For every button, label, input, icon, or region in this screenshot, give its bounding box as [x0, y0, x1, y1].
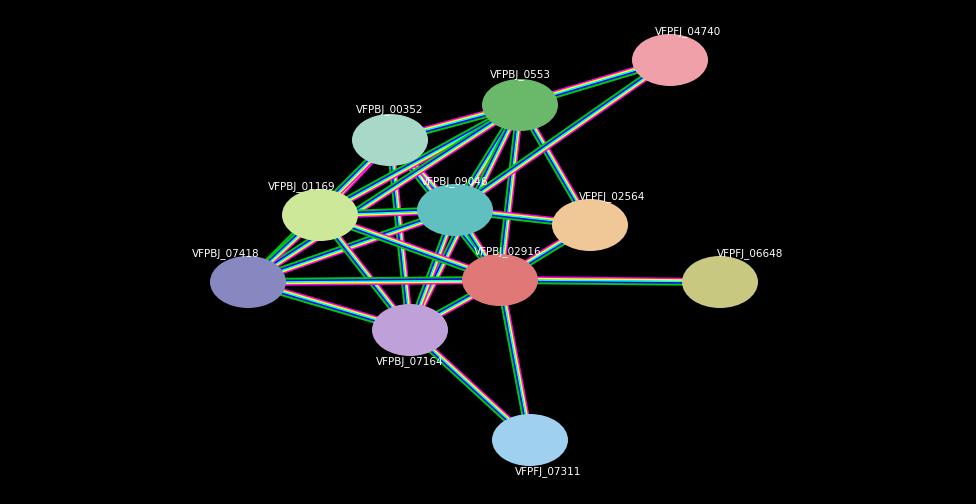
Ellipse shape — [632, 34, 708, 86]
Ellipse shape — [482, 79, 558, 131]
Text: VFPFJ_02564: VFPFJ_02564 — [579, 192, 645, 203]
Text: VFPBJ_02916: VFPBJ_02916 — [474, 246, 542, 258]
Text: VFPBJ_01169: VFPBJ_01169 — [268, 181, 336, 193]
Ellipse shape — [282, 189, 358, 241]
Ellipse shape — [210, 256, 286, 308]
Ellipse shape — [462, 254, 538, 306]
Text: VFPBJ_09046: VFPBJ_09046 — [422, 176, 489, 187]
Ellipse shape — [682, 256, 758, 308]
Text: VFPFJ_07311: VFPFJ_07311 — [514, 467, 581, 477]
Ellipse shape — [417, 184, 493, 236]
Ellipse shape — [492, 414, 568, 466]
Ellipse shape — [372, 304, 448, 356]
Ellipse shape — [352, 114, 428, 166]
Text: VFPBJ_07418: VFPBJ_07418 — [192, 248, 260, 260]
Ellipse shape — [552, 199, 628, 251]
Text: VFPBJ_0553: VFPBJ_0553 — [490, 70, 550, 81]
Text: VFPFJ_04740: VFPFJ_04740 — [655, 27, 721, 37]
Text: VFPBJ_07164: VFPBJ_07164 — [376, 356, 444, 367]
Text: VFPBJ_00352: VFPBJ_00352 — [356, 104, 424, 115]
Text: VFPFJ_06648: VFPFJ_06648 — [716, 248, 783, 260]
